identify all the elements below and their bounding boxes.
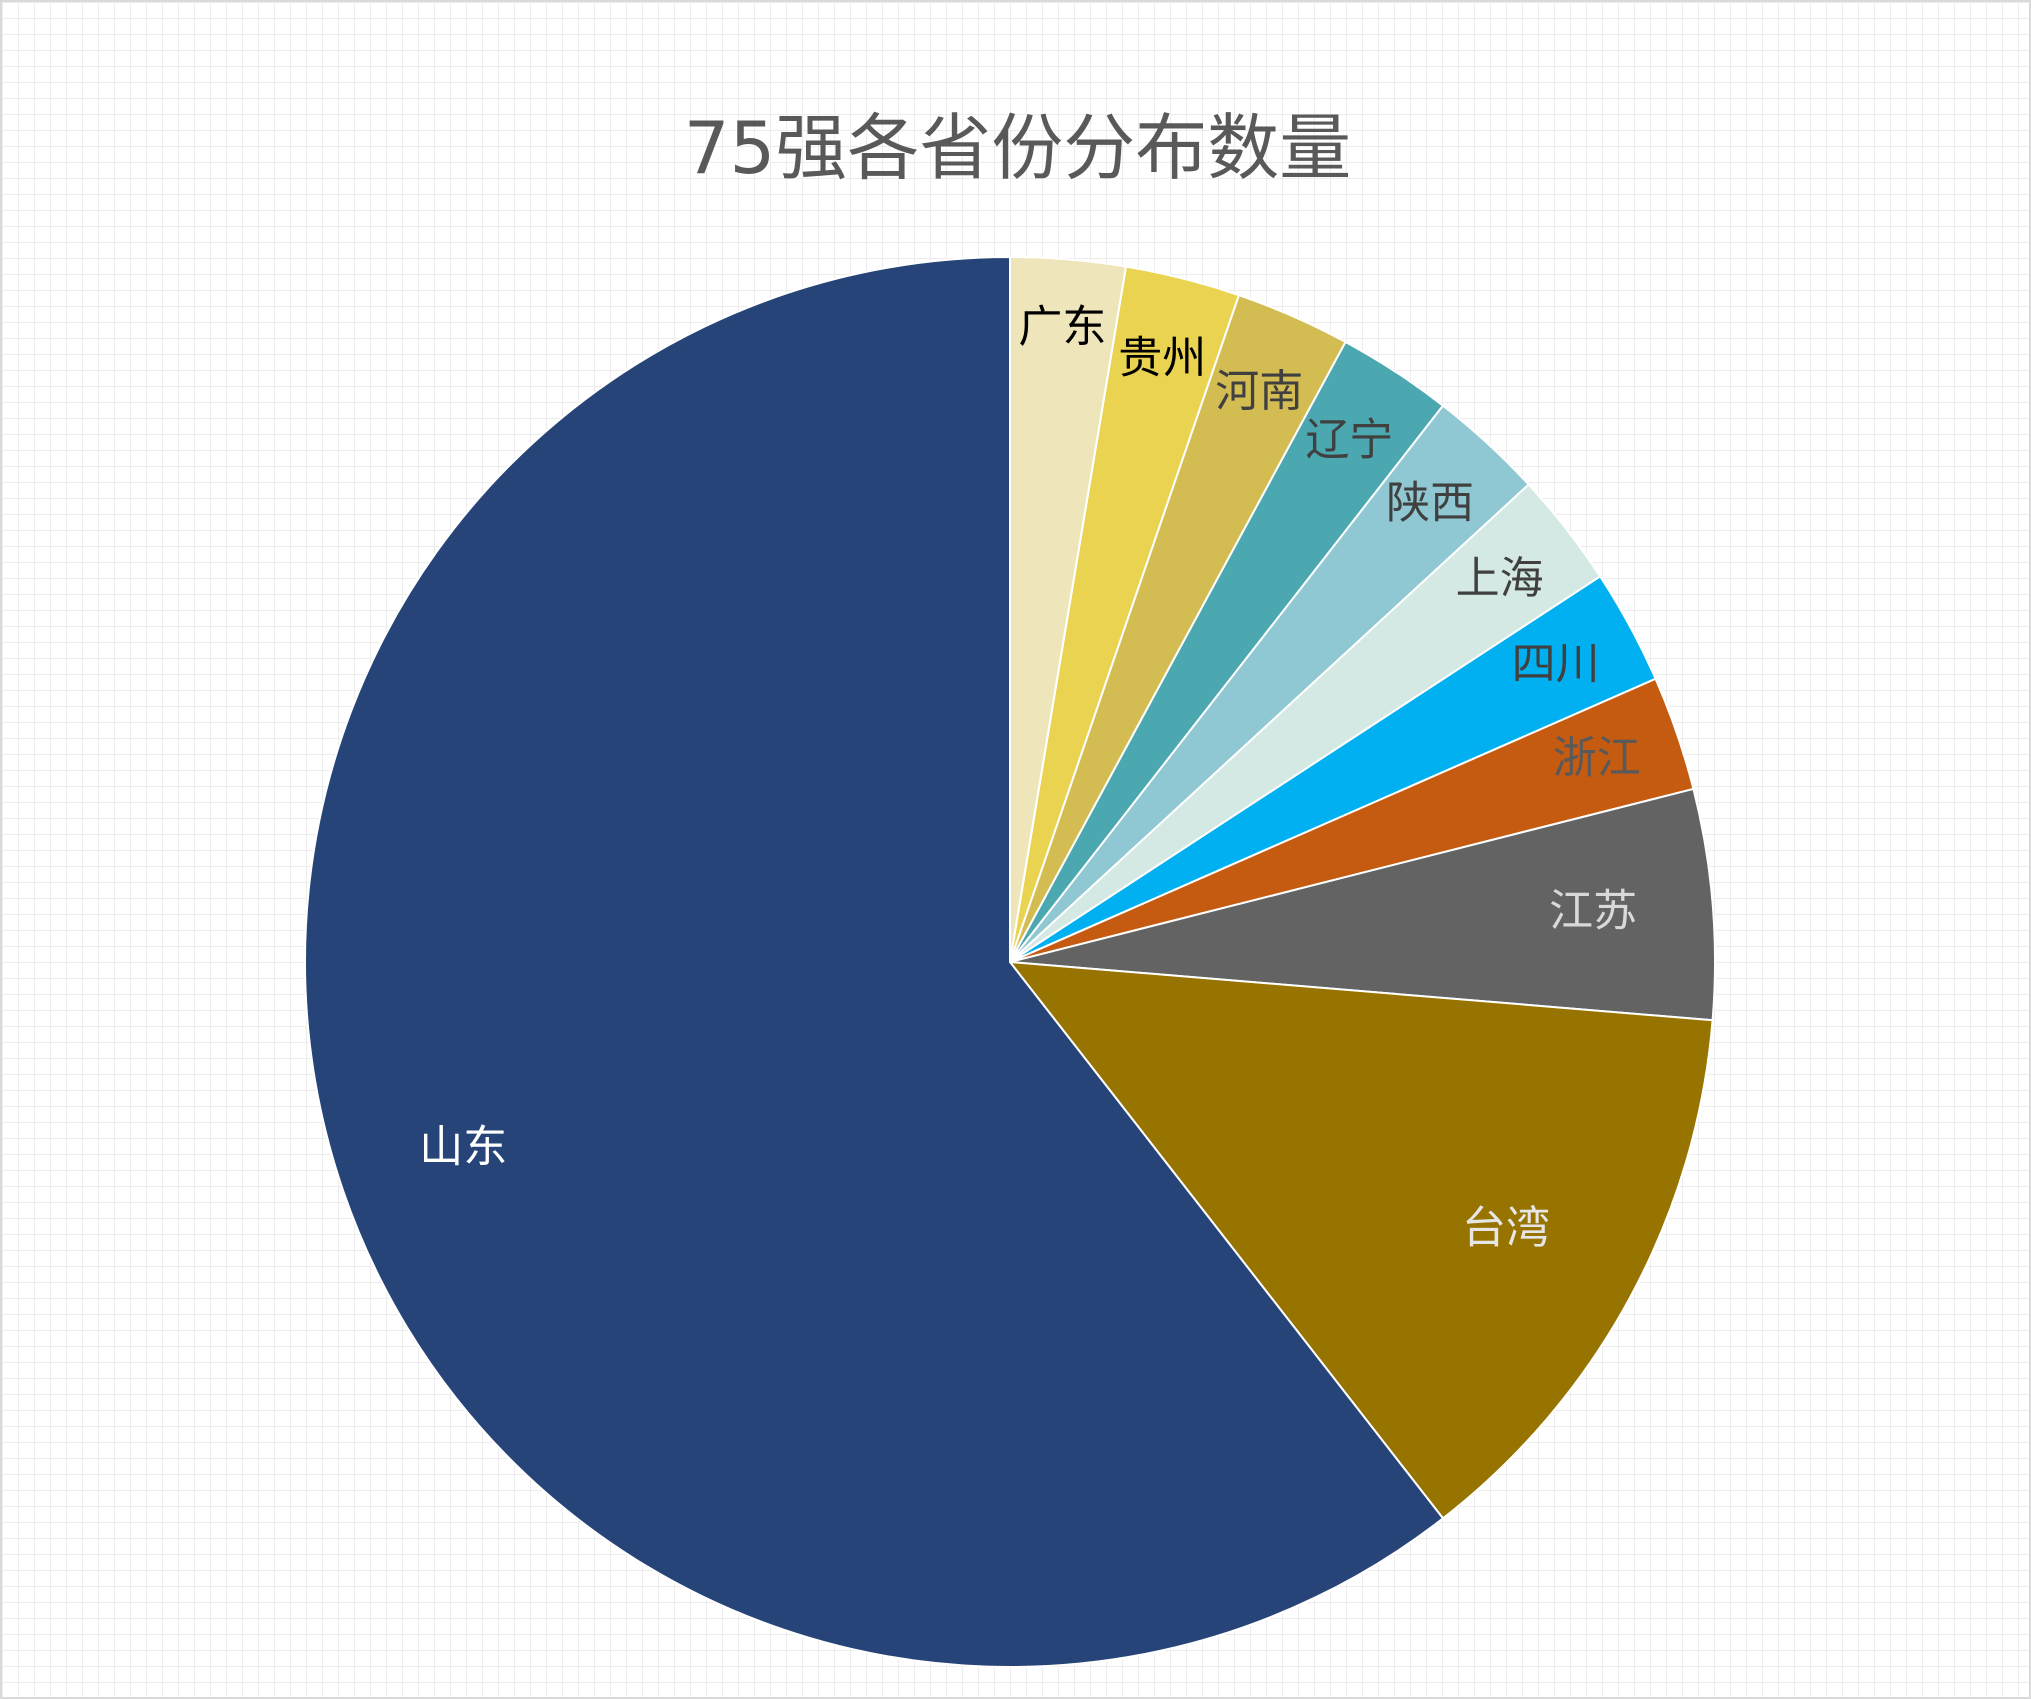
slice-label: 贵州	[1118, 333, 1206, 384]
pie-slice	[304, 255, 1445, 1668]
slice-label: 广东	[1018, 302, 1106, 353]
slice-label: 陕西	[1386, 478, 1474, 529]
chart-title: 75强各省份分布数量	[683, 106, 1352, 190]
slice-label: 辽宁	[1305, 415, 1393, 466]
slice-label: 山东	[419, 1122, 507, 1173]
pie-slice	[1009, 787, 1716, 1022]
slice-label: 台湾	[1462, 1202, 1550, 1253]
slice-label: 江苏	[1549, 886, 1637, 937]
slice-label: 四川	[1512, 639, 1600, 690]
slice-label: 浙江	[1553, 733, 1641, 784]
slice-label: 河南	[1215, 366, 1303, 417]
pie-slice	[1007, 960, 1714, 1520]
slice-label: 上海	[1456, 553, 1544, 604]
